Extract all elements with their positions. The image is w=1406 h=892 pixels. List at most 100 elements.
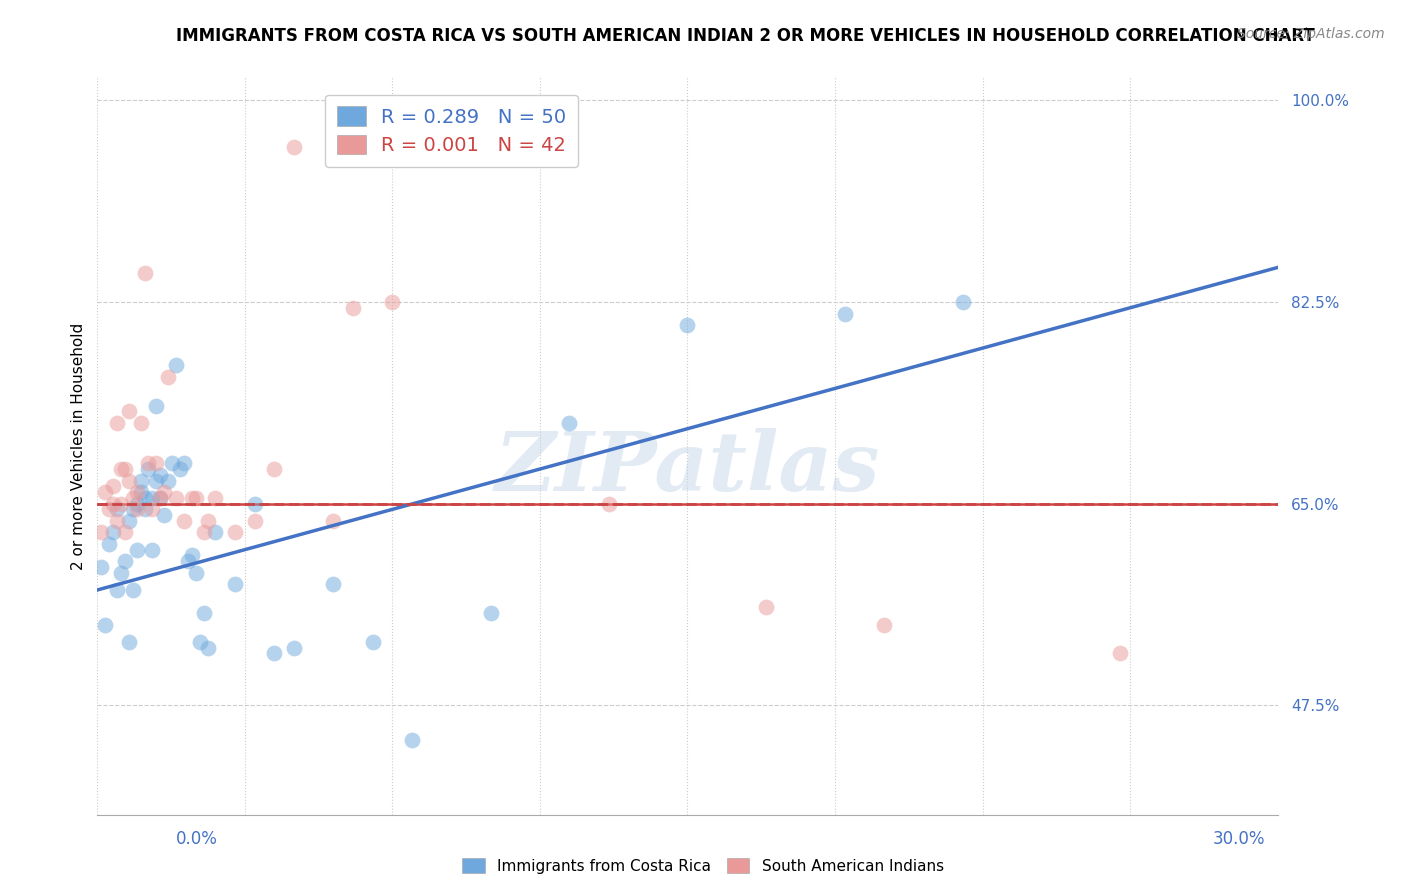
Point xyxy=(121,582,143,597)
Point xyxy=(322,577,344,591)
Point xyxy=(479,606,502,620)
Point xyxy=(177,554,200,568)
Point xyxy=(184,566,207,580)
Point xyxy=(101,479,124,493)
Point xyxy=(169,462,191,476)
Point xyxy=(401,732,423,747)
Point xyxy=(138,462,160,476)
Point xyxy=(193,606,215,620)
Point xyxy=(243,514,266,528)
Point xyxy=(114,554,136,568)
Point xyxy=(224,577,246,591)
Point xyxy=(118,635,141,649)
Point xyxy=(90,560,112,574)
Point xyxy=(676,318,699,332)
Point xyxy=(165,491,187,505)
Point xyxy=(188,635,211,649)
Point xyxy=(873,617,896,632)
Point xyxy=(263,646,285,660)
Point xyxy=(141,491,163,505)
Point xyxy=(283,640,305,655)
Point xyxy=(129,416,152,430)
Point xyxy=(157,474,180,488)
Text: ZIPatlas: ZIPatlas xyxy=(495,428,880,508)
Point xyxy=(110,497,132,511)
Point xyxy=(94,617,117,632)
Point xyxy=(197,514,219,528)
Point xyxy=(98,537,121,551)
Point xyxy=(145,399,167,413)
Point xyxy=(145,456,167,470)
Point xyxy=(224,525,246,540)
Point xyxy=(204,491,226,505)
Point xyxy=(138,456,160,470)
Point xyxy=(90,525,112,540)
Point xyxy=(105,514,128,528)
Point xyxy=(381,295,404,310)
Text: Source: ZipAtlas.com: Source: ZipAtlas.com xyxy=(1237,27,1385,41)
Point xyxy=(114,525,136,540)
Point xyxy=(173,456,195,470)
Point xyxy=(149,467,172,482)
Point xyxy=(834,307,856,321)
Text: 30.0%: 30.0% xyxy=(1213,830,1265,847)
Point xyxy=(342,301,364,315)
Legend: Immigrants from Costa Rica, South American Indians: Immigrants from Costa Rica, South Americ… xyxy=(456,852,950,880)
Point xyxy=(129,474,152,488)
Point xyxy=(361,635,384,649)
Point xyxy=(204,525,226,540)
Point xyxy=(118,474,141,488)
Point xyxy=(125,497,148,511)
Point xyxy=(105,582,128,597)
Point xyxy=(114,462,136,476)
Point xyxy=(121,491,143,505)
Point xyxy=(145,474,167,488)
Point xyxy=(121,502,143,516)
Text: IMMIGRANTS FROM COSTA RICA VS SOUTH AMERICAN INDIAN 2 OR MORE VEHICLES IN HOUSEH: IMMIGRANTS FROM COSTA RICA VS SOUTH AMER… xyxy=(176,27,1315,45)
Point xyxy=(952,295,974,310)
Point xyxy=(118,514,141,528)
Point xyxy=(160,456,183,470)
Point xyxy=(153,508,176,522)
Point xyxy=(322,514,344,528)
Point xyxy=(129,485,152,500)
Legend: R = 0.289   N = 50, R = 0.001   N = 42: R = 0.289 N = 50, R = 0.001 N = 42 xyxy=(325,95,578,167)
Y-axis label: 2 or more Vehicles in Household: 2 or more Vehicles in Household xyxy=(72,322,86,570)
Point xyxy=(558,416,581,430)
Point xyxy=(243,497,266,511)
Point xyxy=(134,502,156,516)
Point xyxy=(180,549,202,563)
Point xyxy=(134,266,156,280)
Point xyxy=(101,497,124,511)
Point xyxy=(1109,646,1132,660)
Point xyxy=(118,404,141,418)
Point xyxy=(134,491,156,505)
Point xyxy=(157,370,180,384)
Point xyxy=(110,462,132,476)
Point xyxy=(197,640,219,655)
Point xyxy=(283,139,305,153)
Point xyxy=(180,491,202,505)
Point xyxy=(105,416,128,430)
Point xyxy=(101,525,124,540)
Point xyxy=(125,502,148,516)
Point xyxy=(755,600,778,615)
Point xyxy=(149,491,172,505)
Point xyxy=(193,525,215,540)
Point xyxy=(125,485,148,500)
Point xyxy=(598,497,620,511)
Point xyxy=(173,514,195,528)
Point xyxy=(263,462,285,476)
Point xyxy=(141,502,163,516)
Text: 0.0%: 0.0% xyxy=(176,830,218,847)
Point xyxy=(105,502,128,516)
Point xyxy=(149,491,172,505)
Point xyxy=(94,485,117,500)
Point xyxy=(98,502,121,516)
Point xyxy=(125,542,148,557)
Point xyxy=(110,566,132,580)
Point xyxy=(165,359,187,373)
Point xyxy=(141,542,163,557)
Point xyxy=(153,485,176,500)
Point xyxy=(184,491,207,505)
